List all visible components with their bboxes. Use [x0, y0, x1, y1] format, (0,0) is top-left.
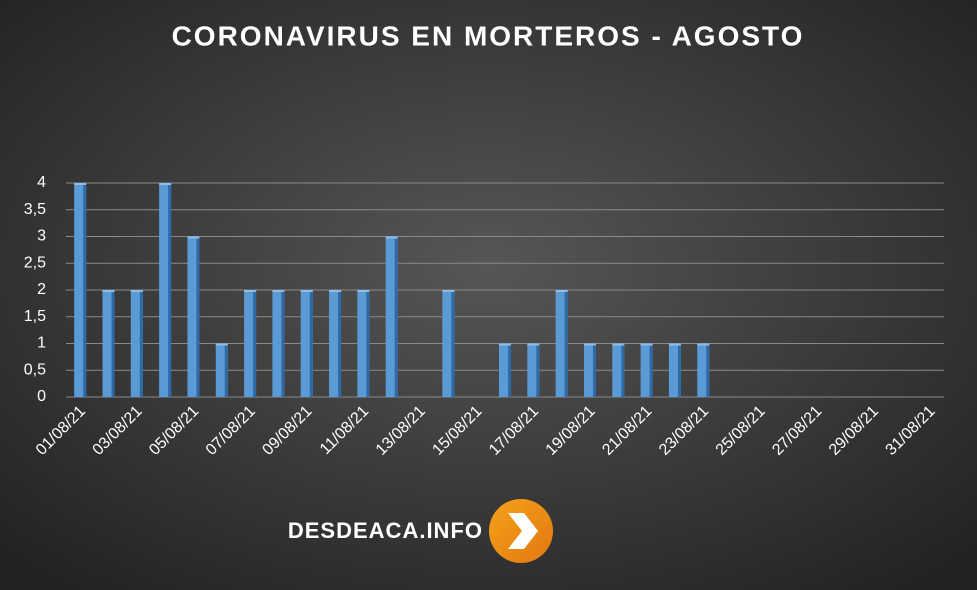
bar-cap — [697, 343, 710, 346]
bar-cap — [130, 290, 143, 292]
bar-cap — [300, 290, 313, 292]
bar-cap — [159, 183, 172, 185]
y-tick-label: 0 — [37, 388, 46, 405]
bar-cap — [640, 343, 653, 346]
bar-side — [394, 236, 398, 397]
bar-side — [451, 290, 455, 397]
bar-cap — [612, 343, 625, 346]
bar-cap — [499, 343, 511, 346]
bar-cap — [555, 290, 568, 292]
bar-side — [366, 290, 370, 397]
bar-cap — [357, 290, 370, 292]
watermark: DESDEACA.INFO — [288, 518, 483, 543]
bar-cap — [215, 343, 228, 346]
bar-cap — [668, 343, 681, 346]
y-tick-label: 2 — [37, 281, 46, 298]
bar-cap — [385, 236, 398, 239]
y-tick-label: 0,5 — [24, 361, 46, 378]
bar-side — [592, 343, 596, 397]
bar-cap — [102, 290, 115, 292]
y-tick-label: 3,5 — [24, 201, 46, 218]
y-tick-label: 2,5 — [24, 254, 46, 271]
y-tick-label: 1,5 — [24, 308, 46, 325]
bar-cap — [74, 183, 87, 185]
bar-side — [338, 290, 342, 397]
y-tick-label: 3 — [37, 228, 46, 245]
y-tick-label: 1 — [37, 335, 46, 352]
bar-cap — [583, 343, 596, 346]
chart-title: CORONAVIRUS EN MORTEROS - AGOSTO — [172, 20, 805, 51]
bar-side — [508, 343, 511, 397]
logo-icon — [489, 499, 553, 563]
bar-cap — [272, 290, 285, 292]
bar-cap — [527, 343, 540, 346]
bar-cap — [187, 236, 200, 239]
bar-side — [649, 343, 653, 397]
bar-side — [111, 290, 115, 397]
bar-side — [224, 343, 228, 397]
bar-side — [621, 343, 625, 397]
bar-side — [253, 290, 257, 397]
bar-side — [677, 343, 681, 397]
bar-side — [281, 290, 285, 397]
bar-side — [139, 290, 143, 397]
bar-cap — [442, 290, 455, 292]
bar-cap — [244, 290, 257, 292]
bar-side — [168, 183, 172, 397]
bar-side — [706, 343, 710, 397]
bar-side — [196, 236, 200, 397]
bar-cap — [329, 290, 342, 292]
y-tick-label: 4 — [37, 174, 46, 191]
bar-side — [564, 290, 568, 397]
bar-side — [83, 183, 87, 397]
bar-side — [536, 343, 540, 397]
bar-side — [309, 290, 313, 397]
